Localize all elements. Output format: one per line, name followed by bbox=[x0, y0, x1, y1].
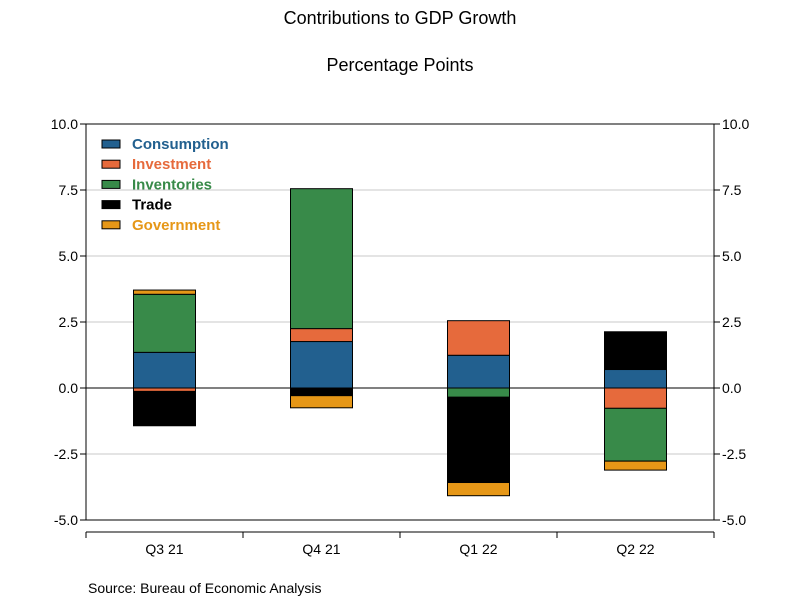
y-tick-label-right: 10.0 bbox=[722, 116, 749, 132]
bar-government-q3-21 bbox=[133, 289, 196, 295]
y-tick-label-right: -2.5 bbox=[722, 446, 746, 462]
bar-trade-q3-21 bbox=[133, 390, 196, 427]
plot-frame bbox=[85, 123, 715, 521]
bar-consumption-q2-22 bbox=[604, 369, 667, 389]
bar-consumption-q1-22 bbox=[447, 354, 510, 389]
legend-swatch-consumption bbox=[101, 139, 121, 149]
legend-swatch-investment bbox=[101, 159, 121, 169]
y-tick-label-right: 5.0 bbox=[722, 248, 742, 264]
bar-inventories-q1-22 bbox=[447, 387, 510, 398]
bar-government-q1-22 bbox=[447, 482, 510, 497]
y-tick-label-left: -5.0 bbox=[54, 512, 78, 528]
bar-trade-q2-22 bbox=[604, 331, 667, 371]
bar-investment-q2-22 bbox=[604, 387, 667, 409]
legend-swatch-government bbox=[101, 220, 121, 230]
x-tick-label: Q2 22 bbox=[616, 541, 654, 557]
bar-trade-q4-21 bbox=[290, 387, 353, 397]
bar-investment-q3-21 bbox=[133, 387, 196, 392]
x-tick-label: Q4 21 bbox=[302, 541, 340, 557]
legend-label-government: Government bbox=[132, 217, 220, 234]
legend-label-consumption: Consumption bbox=[132, 136, 229, 153]
x-tick-label: Q1 22 bbox=[459, 541, 497, 557]
chart-subtitle: Percentage Points bbox=[326, 55, 474, 75]
bar-consumption-q3-21 bbox=[133, 351, 196, 389]
x-tick-label: Q3 21 bbox=[145, 541, 183, 557]
y-tick-label-right: -5.0 bbox=[722, 512, 746, 528]
legend-swatch-inventories bbox=[101, 179, 121, 189]
legend-swatch-trade bbox=[101, 200, 121, 210]
legend-label-investment: Investment bbox=[132, 156, 211, 173]
y-tick-label-left: 0.0 bbox=[59, 380, 79, 396]
bar-trade-q1-22 bbox=[447, 396, 510, 484]
chart-title: Contributions to GDP Growth bbox=[283, 8, 517, 28]
bar-inventories-q4-21 bbox=[290, 188, 353, 330]
y-tick-label-right: 0.0 bbox=[722, 380, 742, 396]
y-tick-label-right: 7.5 bbox=[722, 182, 742, 198]
y-tick-label-left: 5.0 bbox=[59, 248, 79, 264]
y-tick-label-left: 10.0 bbox=[51, 116, 78, 132]
bar-investment-q4-21 bbox=[290, 328, 353, 343]
bar-government-q2-22 bbox=[604, 460, 667, 471]
y-tick-label-left: 7.5 bbox=[59, 182, 79, 198]
bar-inventories-q3-21 bbox=[133, 293, 196, 353]
y-tick-label-left: 2.5 bbox=[59, 314, 79, 330]
y-tick-label-left: -2.5 bbox=[54, 446, 78, 462]
bar-government-q4-21 bbox=[290, 395, 353, 409]
legend-label-trade: Trade bbox=[132, 197, 172, 214]
source-note: Source: Bureau of Economic Analysis bbox=[88, 580, 322, 596]
bar-inventories-q2-22 bbox=[604, 407, 667, 462]
bar-consumption-q4-21 bbox=[290, 341, 353, 389]
legend-label-inventories: Inventories bbox=[132, 176, 212, 193]
bar-investment-q1-22 bbox=[447, 320, 510, 356]
y-tick-label-right: 2.5 bbox=[722, 314, 742, 330]
